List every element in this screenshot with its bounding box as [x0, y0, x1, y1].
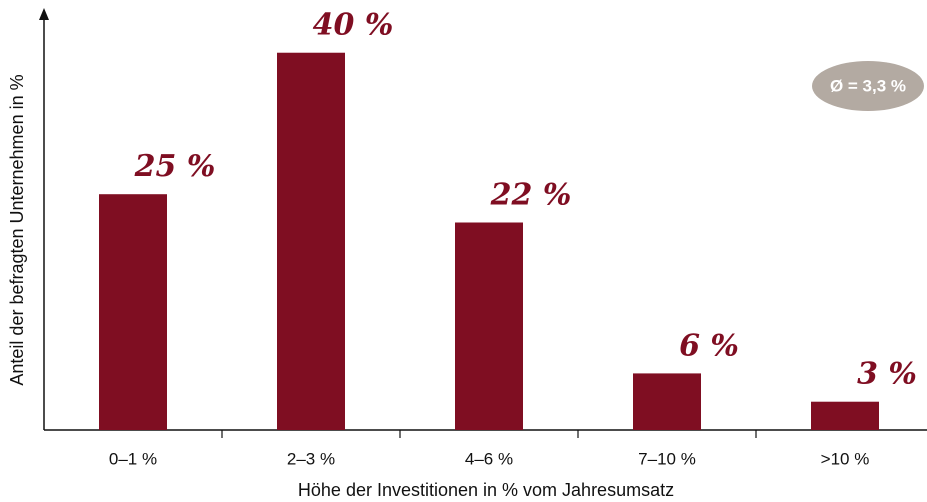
data-label: 40 %	[313, 8, 394, 43]
bar	[277, 52, 345, 431]
annotation-bubble	[812, 61, 924, 111]
x-tick-label: 7–10 %	[638, 449, 696, 468]
bar	[455, 222, 523, 430]
x-axis-label: Höhe der Investitionen in % vom Jahresum…	[298, 480, 674, 500]
bar	[99, 194, 167, 430]
x-tick-label: 4–6 %	[465, 449, 513, 468]
data-label: 22 %	[490, 178, 572, 213]
annotation: Ø = 3,3 %	[830, 76, 906, 95]
data-label: 25 %	[134, 149, 216, 184]
x-tick-label: 0–1 %	[109, 449, 157, 468]
y-axis-label: Anteil der befragten Unternehmen in %	[7, 74, 27, 385]
y-axis-arrow	[39, 8, 49, 20]
data-label: 6 %	[679, 328, 739, 363]
x-tick-label: >10 %	[821, 449, 870, 468]
data-label: 3 %	[857, 357, 917, 392]
x-tick-label: 2–3 %	[287, 449, 335, 468]
bar	[811, 401, 879, 430]
bar	[633, 373, 701, 430]
